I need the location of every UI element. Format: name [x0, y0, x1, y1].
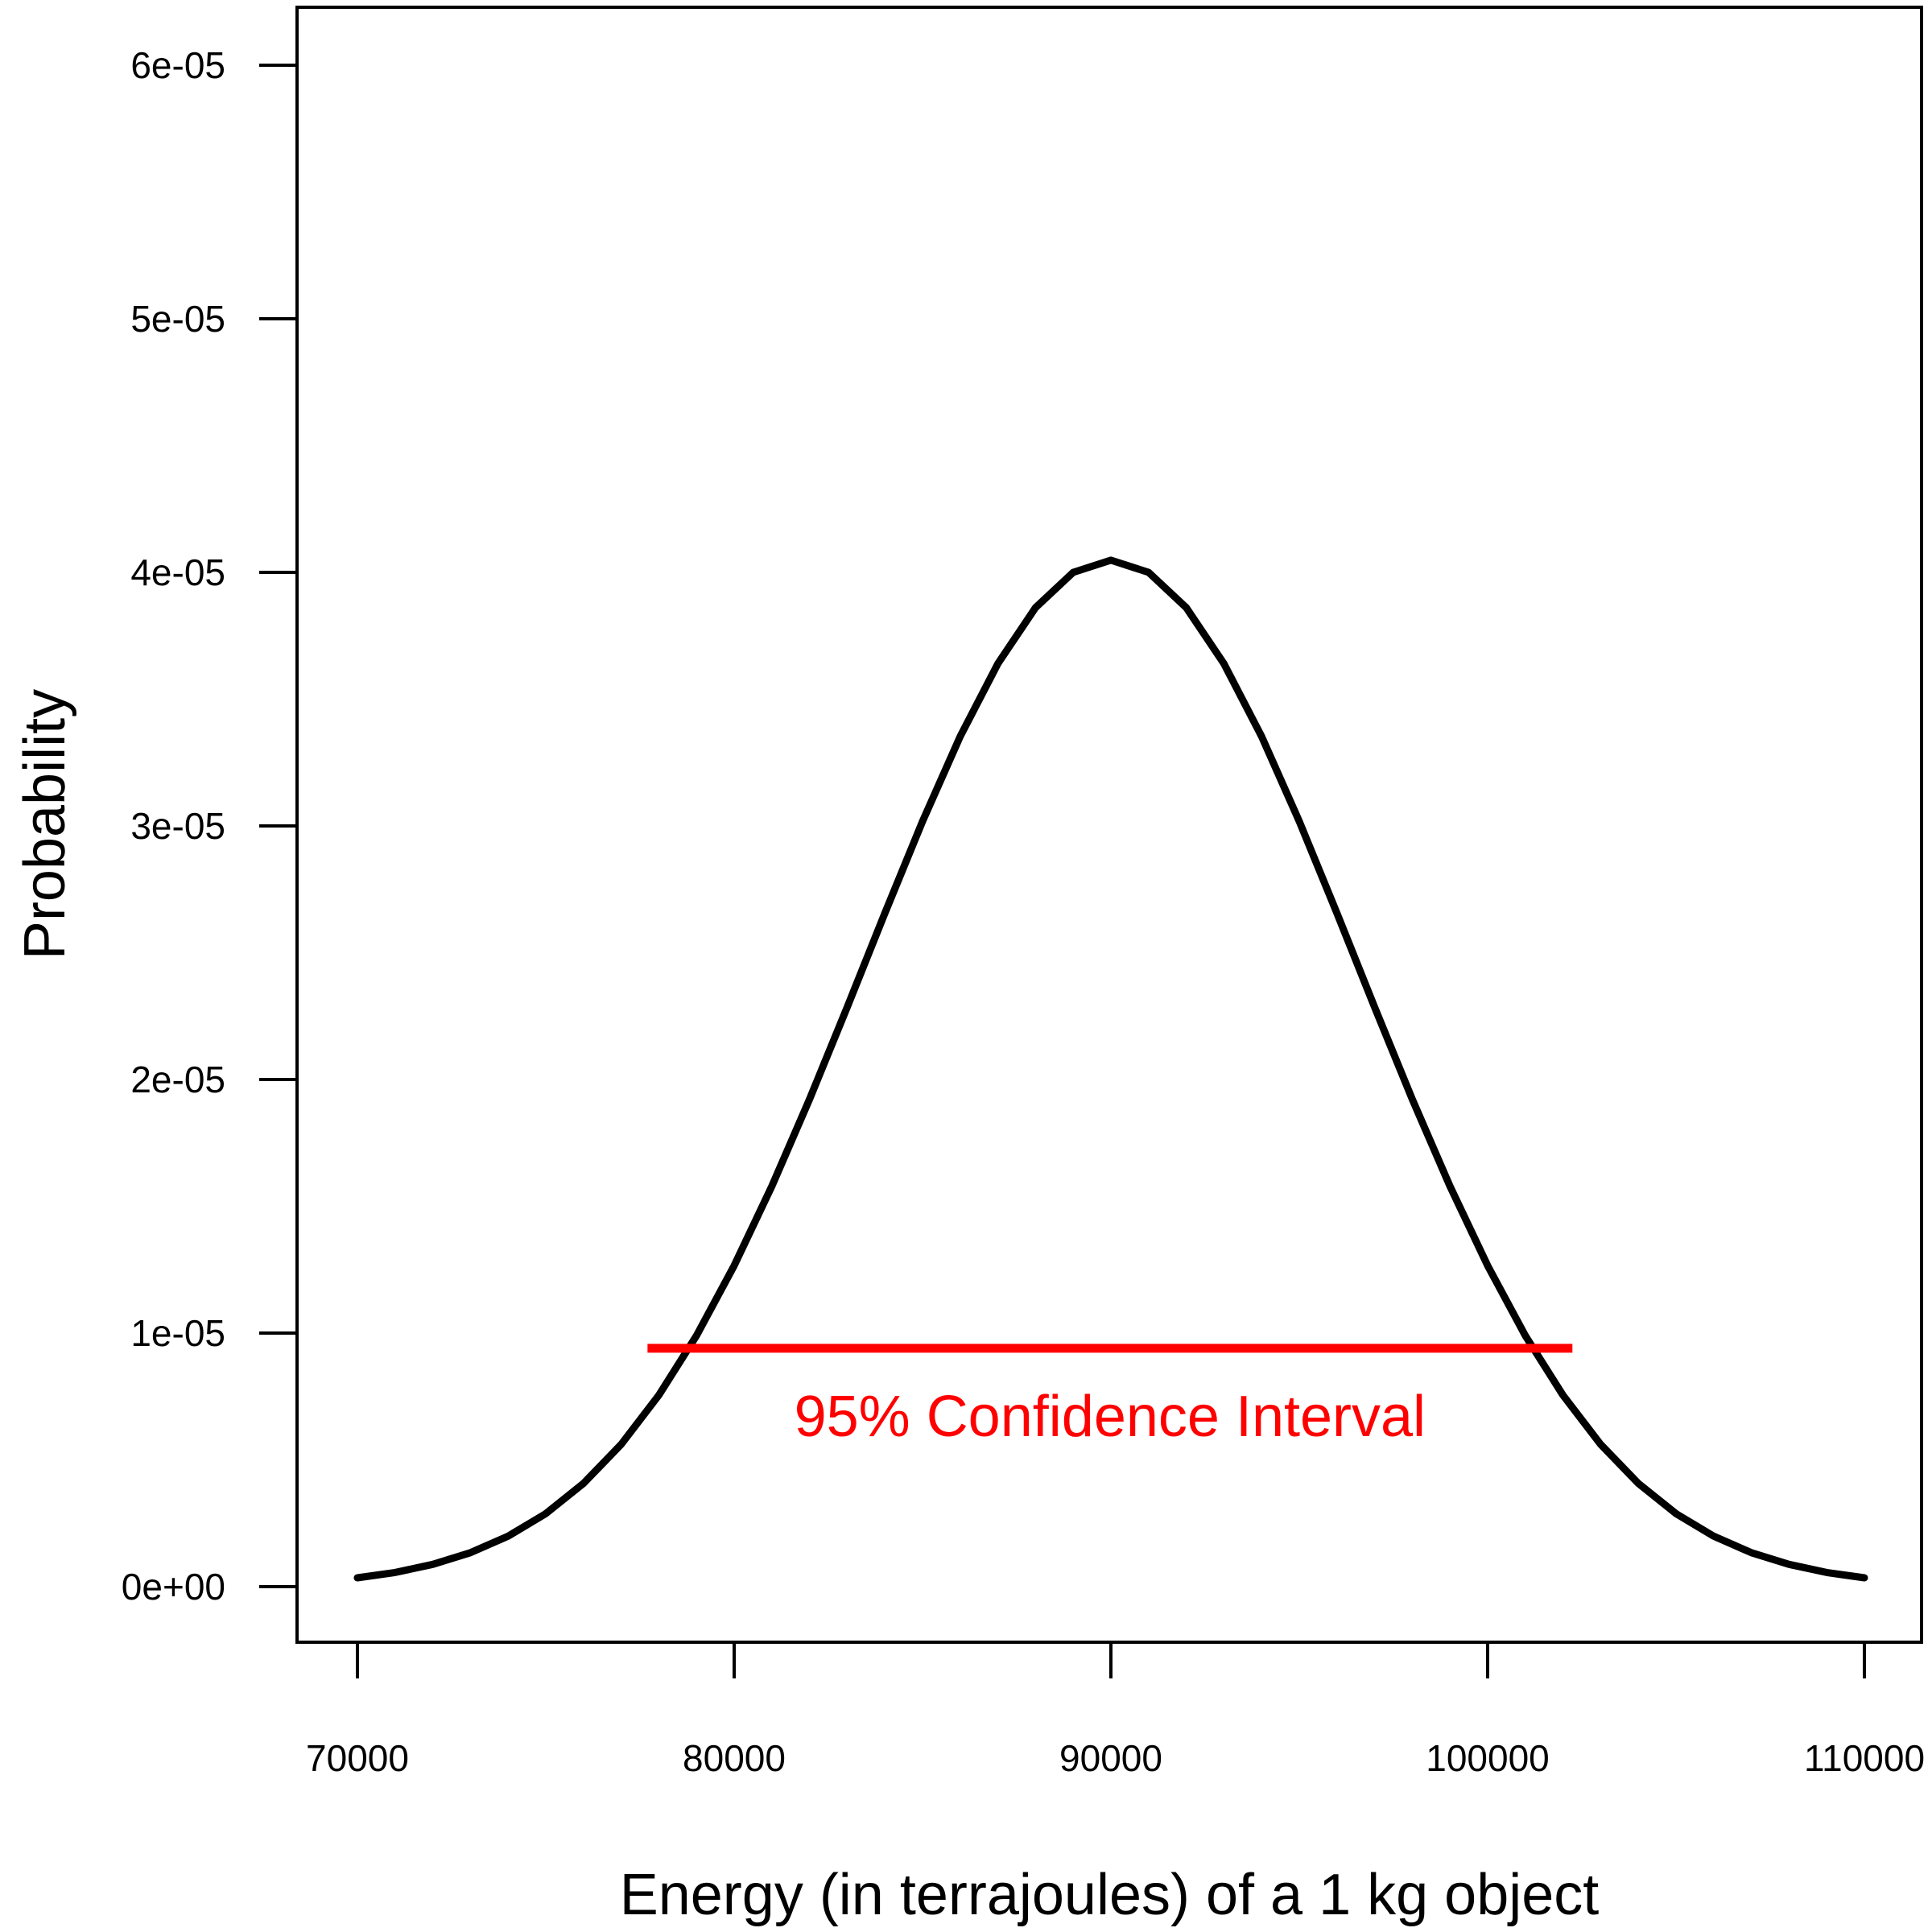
y-tick-label: 2e-05	[130, 1059, 225, 1100]
y-tick-label: 6e-05	[130, 44, 225, 86]
y-tick-label: 0e+00	[122, 1566, 225, 1608]
density-curve	[353, 556, 1868, 1582]
y-tick-label: 4e-05	[130, 551, 225, 593]
y-axis-title: Probability	[13, 689, 77, 960]
x-axis: 70000 80000 90000 100000 110000	[306, 1642, 1925, 1779]
x-tick-label: 80000	[683, 1737, 786, 1779]
confidence-interval: 95% Confidence Interval	[647, 1344, 1573, 1449]
confidence-interval-label: 95% Confidence Interval	[795, 1385, 1426, 1449]
x-axis-title: Energy (in terrajoules) of a 1 kg object	[620, 1863, 1600, 1927]
series-layer	[353, 556, 1868, 1582]
y-tick-label: 3e-05	[130, 805, 225, 847]
x-tick-label: 90000	[1059, 1737, 1162, 1779]
y-tick-label: 5e-05	[130, 298, 225, 340]
x-tick-label: 70000	[306, 1737, 409, 1779]
y-tick-label: 1e-05	[130, 1312, 225, 1354]
x-tick-label: 100000	[1426, 1737, 1550, 1779]
x-tick-label: 110000	[1804, 1737, 1925, 1779]
y-axis: 0e+00 1e-05 2e-05 3e-05 4e-05 5e-05 6e-05	[122, 44, 297, 1608]
